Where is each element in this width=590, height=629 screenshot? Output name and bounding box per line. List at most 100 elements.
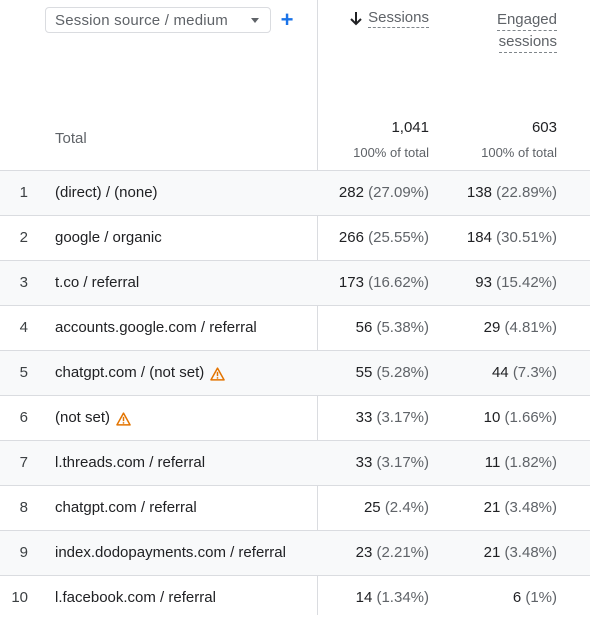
- row-dimension-label: google / organic: [55, 229, 162, 246]
- row-sessions: 25 (2.4%): [364, 486, 429, 530]
- row-engaged-percent: (15.42%): [496, 274, 557, 291]
- row-sessions: 55 (5.28%): [356, 351, 429, 395]
- row-dimension[interactable]: chatgpt.com / referral: [55, 486, 305, 530]
- row-sessions-value: 56: [355, 319, 373, 336]
- row-index: 7: [19, 454, 28, 471]
- row-dimension[interactable]: accounts.google.com / referral: [55, 306, 305, 350]
- row-engaged-percent: (30.51%): [496, 229, 557, 246]
- table-row[interactable]: 2 google / organic 266 (25.55%) 184 (30.51%…: [0, 215, 590, 260]
- column-divider: [317, 0, 318, 615]
- row-index: 9: [19, 544, 28, 561]
- engaged-sessions-column-header[interactable]: Engaged sessions: [496, 9, 557, 53]
- row-sessions: 33 (3.17%): [356, 441, 429, 485]
- row-dimension[interactable]: chatgpt.com / (not set): [55, 351, 305, 395]
- warning-icon[interactable]: [210, 366, 226, 381]
- row-engaged-value: 29: [483, 319, 501, 336]
- row-index: 8: [19, 499, 28, 516]
- row-sessions-percent: (16.62%): [368, 274, 429, 291]
- row-engaged-percent: (1.82%): [504, 454, 557, 471]
- row-index: 3: [19, 274, 28, 291]
- row-engaged-value: 21: [483, 544, 501, 561]
- row-sessions-percent: (2.4%): [384, 499, 429, 516]
- row-index: 6: [19, 409, 28, 426]
- row-engaged: 21 (3.48%): [484, 531, 557, 575]
- row-engaged-value: 10: [483, 409, 501, 426]
- table-row[interactable]: 1 (direct) / (none) 282 (27.09%) 138 (22.89…: [0, 170, 590, 215]
- row-dimension[interactable]: t.co / referral: [55, 261, 305, 305]
- table-row[interactable]: 6 (not set) 33 (3.17%) 10 (1.66%): [0, 395, 590, 440]
- row-engaged-percent: (4.81%): [504, 319, 557, 336]
- warning-icon[interactable]: [116, 411, 131, 426]
- row-sessions: 14 (1.34%): [356, 576, 429, 620]
- table-row[interactable]: 3 t.co / referral 173 (16.62%) 93 (15.42%): [0, 260, 590, 305]
- total-engaged-value: 603: [531, 119, 557, 136]
- row-sessions-value: 33: [355, 454, 373, 471]
- row-engaged-percent: (3.48%): [504, 499, 557, 516]
- row-engaged: 29 (4.81%): [484, 306, 557, 350]
- row-index: 10: [11, 589, 28, 606]
- row-engaged-value: 44: [491, 364, 509, 381]
- row-engaged: 138 (22.89%): [467, 171, 557, 215]
- row-engaged-value: 21: [483, 499, 501, 516]
- row-dimension[interactable]: (not set): [55, 396, 305, 440]
- table-row[interactable]: 9 index.dodopayments.com / referral 23 (2.…: [0, 530, 590, 575]
- row-engaged: 11 (1.82%): [485, 441, 557, 485]
- row-sessions-percent: (5.38%): [376, 319, 429, 336]
- row-dimension-label: l.facebook.com / referral: [55, 589, 216, 606]
- table-row[interactable]: 5 chatgpt.com / (not set) 55 (5.28%) 44 (7.…: [0, 350, 590, 395]
- table-row[interactable]: 4 accounts.google.com / referral 56 (5.38%…: [0, 305, 590, 350]
- row-index: 5: [19, 364, 28, 381]
- row-sessions-value: 282: [338, 184, 364, 201]
- chevron-down-icon: [251, 18, 259, 23]
- engaged-header-line2: sessions: [498, 33, 557, 53]
- row-index: 2: [19, 229, 28, 246]
- total-label: Total: [55, 130, 87, 147]
- row-engaged: 184 (30.51%): [467, 216, 557, 260]
- row-sessions: 23 (2.21%): [356, 531, 429, 575]
- row-engaged-value: 93: [475, 274, 492, 291]
- sessions-column-header[interactable]: Sessions: [349, 9, 429, 28]
- row-engaged-value: 138: [466, 184, 492, 201]
- row-engaged-percent: (3.48%): [504, 544, 557, 561]
- row-sessions-percent: (5.28%): [376, 364, 429, 381]
- row-sessions-value: 25: [363, 499, 381, 516]
- row-dimension-label: (direct) / (none): [55, 184, 158, 201]
- row-dimension[interactable]: index.dodopayments.com / referral: [55, 531, 305, 575]
- row-sessions-value: 173: [338, 274, 364, 291]
- row-sessions-value: 266: [338, 229, 364, 246]
- row-engaged-percent: (1.66%): [504, 409, 557, 426]
- row-engaged-value: 184: [466, 229, 492, 246]
- table-row[interactable]: 10 l.facebook.com / referral 14 (1.34%) 6 (…: [0, 575, 590, 620]
- row-sessions-percent: (25.55%): [368, 229, 429, 246]
- row-engaged-percent: (22.89%): [496, 184, 557, 201]
- row-index: 4: [19, 319, 28, 336]
- row-engaged: 6 (1%): [513, 576, 557, 620]
- table-row[interactable]: 8 chatgpt.com / referral 25 (2.4%) 21 (3.48…: [0, 485, 590, 530]
- row-dimension[interactable]: l.threads.com / referral: [55, 441, 305, 485]
- add-dimension-button[interactable]: +: [280, 7, 294, 32]
- row-sessions: 266 (25.55%): [339, 216, 429, 260]
- row-sessions-percent: (27.09%): [368, 184, 429, 201]
- row-sessions-percent: (1.34%): [376, 589, 429, 606]
- row-sessions-percent: (3.17%): [376, 454, 429, 471]
- row-dimension[interactable]: (direct) / (none): [55, 171, 305, 215]
- row-sessions-value: 14: [355, 589, 373, 606]
- row-dimension-label: t.co / referral: [55, 274, 140, 291]
- row-engaged-value: 6: [512, 589, 522, 606]
- dimension-dropdown[interactable]: Session source / medium: [45, 7, 271, 33]
- row-dimension-label: chatgpt.com / referral: [55, 499, 197, 516]
- row-dimension[interactable]: l.facebook.com / referral: [55, 576, 305, 620]
- row-dimension-label: l.threads.com / referral: [55, 454, 206, 471]
- row-sessions: 173 (16.62%): [339, 261, 429, 305]
- row-dimension-label: (not set): [55, 409, 111, 426]
- row-engaged: 44 (7.3%): [492, 351, 557, 395]
- row-sessions: 56 (5.38%): [356, 306, 429, 350]
- total-sessions-percent: 100% of total: [353, 145, 429, 160]
- row-sessions: 282 (27.09%): [339, 171, 429, 215]
- row-sessions: 33 (3.17%): [356, 396, 429, 440]
- row-dimension[interactable]: google / organic: [55, 216, 305, 260]
- data-table-body: 1 (direct) / (none) 282 (27.09%) 138 (22.89…: [0, 170, 590, 620]
- row-engaged: 21 (3.48%): [484, 486, 557, 530]
- table-row[interactable]: 7 l.threads.com / referral 33 (3.17%) 11 (1…: [0, 440, 590, 485]
- engaged-header-line1: Engaged: [496, 11, 557, 31]
